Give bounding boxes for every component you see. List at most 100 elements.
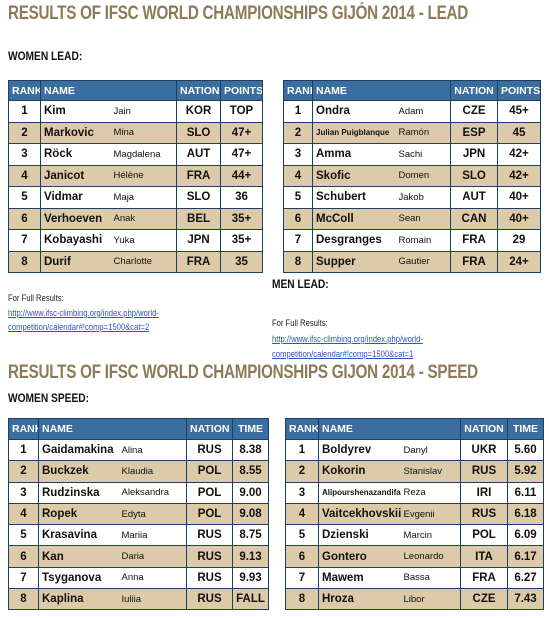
first-name: Evgenii (400, 503, 462, 526)
rank: 8 (8, 251, 41, 273)
surname: Kaplina (38, 588, 119, 611)
link[interactable]: competition/calendar#!comp=1500&cat=2 (8, 322, 150, 332)
result: 6.27 (507, 567, 545, 590)
nation: SLO (176, 122, 222, 144)
result: 42+ (497, 143, 542, 166)
link[interactable]: http://www.ifsc-climbing.org/index.php/w… (8, 308, 159, 318)
table-row: 4 Janicot Hélène FRA 44+ (8, 165, 264, 187)
table-row: 1 Boldyrev Danyl UKR 5.60 (285, 439, 545, 462)
first-name: Reza (400, 482, 462, 504)
rank: 7 (285, 567, 319, 590)
result: 8.75 (232, 524, 270, 547)
first-name: Mariia (118, 524, 188, 547)
nation: CAN (450, 208, 499, 230)
surname: Röck (40, 143, 111, 166)
header-cell: NATION (176, 80, 222, 101)
result: 47+ (220, 122, 264, 144)
nation: SLO (450, 165, 499, 187)
first-name: Jain (110, 100, 178, 123)
surname: Verhoeven (40, 208, 111, 230)
first-name: Sachi (395, 143, 452, 166)
rank: 5 (283, 186, 313, 209)
first-name: Romain (395, 229, 452, 252)
nation: FRA (450, 251, 499, 273)
result: 44+ (220, 165, 264, 187)
surname: Kobayashi (40, 229, 111, 252)
results-table: RANKNAMENATIONTIME1GaidamakinaAlinaRUS8.… (8, 418, 270, 611)
rank: 3 (8, 143, 41, 166)
rank: 1 (283, 100, 313, 123)
rank: 3 (283, 143, 313, 166)
page-title: RESULTS OF IFSC WORLD CHAMPIONSHIPS GIJÓ… (8, 3, 468, 24)
rank: 6 (285, 545, 319, 568)
table-row: 6 Gontero Leonardo ITA 6.17 (285, 545, 545, 568)
first-name: Sean (395, 208, 452, 230)
result: 6.17 (507, 545, 545, 568)
first-name: Klaudia (118, 460, 188, 483)
table-row: 1 Ondra Adam CZE 45+ (283, 100, 542, 123)
rank: 1 (285, 439, 319, 462)
surname: Gontero (318, 545, 401, 568)
rank: 7 (283, 229, 313, 252)
first-name: Adam (395, 100, 452, 123)
results-table: RANK NAME NATION POINTS 1 Kim Jain KOR TOP 2 Marko… (8, 80, 264, 273)
first-name: Yuka (110, 229, 178, 252)
surname: Markovic (40, 122, 111, 144)
table-row: 8 Durif Charlotte FRA 35 (8, 251, 264, 273)
rank: 5 (8, 524, 39, 547)
table-row: 3 Amma Sachi JPN 42+ (283, 143, 542, 166)
surname: Desgranges (312, 229, 396, 252)
surname: Janicot (40, 165, 111, 187)
result: 42+ (497, 165, 542, 187)
link[interactable]: http://www.ifsc-climbing.org/index.php/w… (272, 334, 423, 344)
surname: Boldyrev (318, 439, 401, 462)
first-name: Domen (395, 165, 452, 187)
surname: Krasavina (38, 524, 119, 547)
result: 47+ (220, 143, 264, 166)
header-cell: NAME (40, 80, 178, 101)
table-row: 3 Rudzinska Aleksandra POL 9.00 (8, 482, 270, 504)
nation: POL (460, 524, 509, 547)
rank: 4 (283, 165, 313, 187)
section-label: WOMEN SPEED: (8, 391, 90, 405)
rank: 8 (285, 588, 319, 611)
surname: Kim (40, 100, 111, 123)
table-row: 1 Kim Jain KOR TOP (8, 100, 264, 123)
rank: 1 (8, 100, 41, 123)
nation: SLO (176, 186, 222, 209)
result: 36 (220, 186, 264, 209)
table-row: 8 Kaplina Iuliia RUS FALL (8, 588, 270, 611)
nation: CZE (450, 100, 499, 123)
nation: FRA (176, 251, 222, 273)
table-row: 5 Vidmar Maja SLO 36 (8, 186, 264, 209)
nation: ITA (460, 545, 509, 568)
first-name: Marcin (400, 524, 462, 547)
first-name: Magdalena (110, 143, 178, 166)
rank: 8 (8, 588, 39, 611)
rank: 6 (8, 208, 41, 230)
nation: FRA (176, 165, 222, 187)
section-label: MEN LEAD: (272, 277, 329, 291)
rank: 7 (8, 567, 39, 590)
first-name: Edyta (118, 503, 188, 526)
table-row: 2 Markovic Mina SLO 47+ (8, 122, 264, 144)
nation: BEL (176, 208, 222, 230)
nation: CZE (460, 588, 509, 611)
table-body: RANKNAMENATIONTIME1GaidamakinaAlinaRUS8.… (8, 418, 270, 611)
surname: Alipourshenazandifar (318, 482, 401, 504)
table-row: 2 Julian Puigblanque Ramón ESP 45 (283, 122, 542, 144)
table-body: RANK NAME NATION TIME 1 Boldyrev Danyl UKR 5.60 2… (285, 418, 545, 611)
nation: JPN (450, 143, 499, 166)
link[interactable]: competition/calendar#!comp=1500&cat=1 (272, 349, 414, 359)
table-row: 7 Kobayashi Yuka JPN 35+ (8, 229, 264, 252)
result: 40+ (497, 186, 542, 209)
result: 35+ (220, 229, 264, 252)
first-name: Mina (110, 122, 178, 144)
first-name: Libor (400, 588, 462, 611)
surname: Amma (312, 143, 396, 166)
table-row: 8 Supper Gautier FRA 24+ (283, 251, 542, 273)
header-cell: RANK (285, 418, 319, 440)
first-name: Stanislav (400, 460, 462, 483)
nation: KOR (176, 100, 222, 123)
